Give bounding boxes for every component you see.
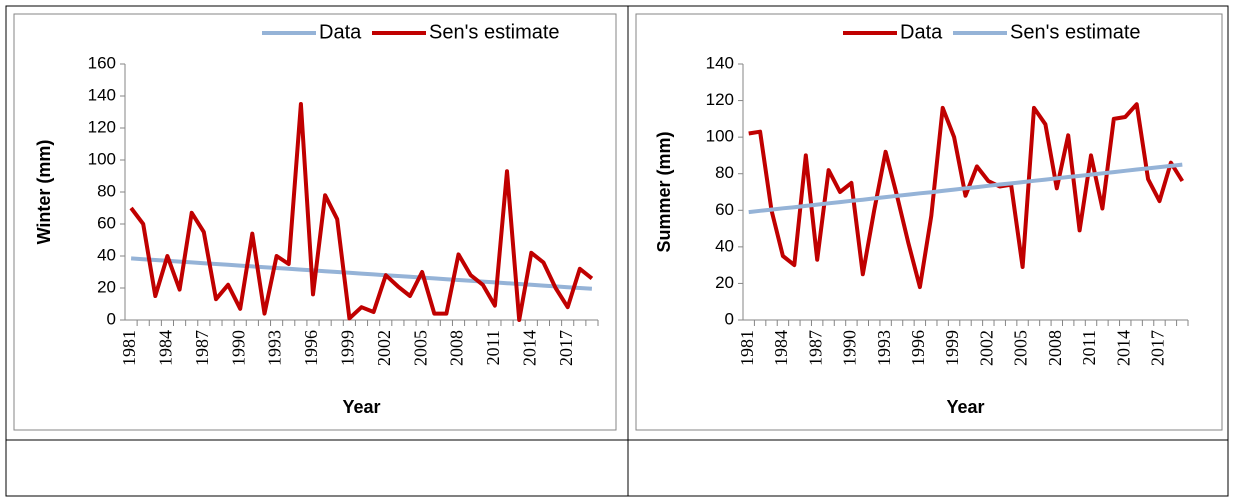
- data-line: [748, 162, 1183, 215]
- x-tick-label: 1990: [840, 330, 860, 366]
- x-tick-label: 1984: [771, 330, 791, 366]
- y-tick-label: 120: [706, 90, 734, 109]
- x-tick-label: 1999: [337, 330, 357, 366]
- legend-label: Data: [319, 21, 362, 43]
- y-tick-label: 80: [97, 181, 116, 200]
- x-tick-label: 1990: [228, 330, 248, 366]
- x-tick-label: 2008: [1045, 330, 1065, 366]
- x-tick-label: 1981: [119, 330, 139, 366]
- data-line: [748, 102, 1184, 290]
- x-tick-label: 1996: [301, 330, 321, 366]
- x-tick-label: 2014: [519, 330, 539, 366]
- legend-label: Sen's estimate: [1010, 21, 1141, 43]
- y-tick-label: 100: [88, 149, 116, 168]
- x-tick-label: 2017: [556, 330, 576, 366]
- y-axis-title: Summer (mm): [654, 131, 674, 252]
- x-tick-label: 2005: [1011, 330, 1031, 366]
- x-axis-title: Year: [946, 397, 984, 417]
- data-line: [129, 102, 594, 322]
- x-axis-title: Year: [342, 397, 380, 417]
- x-tick-label: 2011: [1079, 330, 1099, 365]
- y-tick-label: 120: [88, 117, 116, 136]
- x-tick-label: 2002: [976, 330, 996, 366]
- y-tick-label: 40: [715, 236, 734, 255]
- y-tick-label: 160: [88, 53, 116, 72]
- x-tick-label: 1984: [156, 330, 176, 366]
- y-axis-title: Winter (mm): [34, 140, 54, 245]
- x-tick-label: 1996: [908, 330, 928, 366]
- x-tick-label: 1999: [942, 330, 962, 366]
- x-tick-label: 2002: [374, 330, 394, 366]
- x-tick-label: 1993: [874, 330, 894, 366]
- x-tick-label: 2005: [410, 330, 430, 366]
- y-tick-label: 20: [97, 277, 116, 296]
- x-tick-label: 2017: [1148, 330, 1168, 366]
- y-tick-label: 20: [715, 273, 734, 292]
- y-tick-label: 0: [725, 309, 734, 328]
- y-tick-label: 80: [715, 163, 734, 182]
- x-tick-label: 2008: [447, 330, 467, 366]
- chart-frame: [13, 13, 617, 431]
- x-tick-label: 1987: [805, 330, 825, 366]
- y-tick-label: 0: [107, 309, 116, 328]
- y-tick-label: 60: [97, 213, 116, 232]
- y-tick-label: 140: [88, 85, 116, 104]
- x-tick-label: 2011: [483, 330, 503, 365]
- x-tick-label: 1993: [265, 330, 285, 366]
- y-tick-label: 140: [706, 53, 734, 72]
- y-tick-label: 100: [706, 127, 734, 146]
- y-tick-label: 60: [715, 200, 734, 219]
- y-tick-label: 40: [97, 245, 116, 264]
- legend-label: Sen's estimate: [429, 21, 560, 43]
- table-border: [5, 5, 1229, 497]
- legend-label: Data: [900, 21, 943, 43]
- x-tick-label: 1981: [737, 330, 757, 366]
- x-tick-label: 2014: [1113, 330, 1133, 366]
- x-tick-label: 1987: [192, 330, 212, 366]
